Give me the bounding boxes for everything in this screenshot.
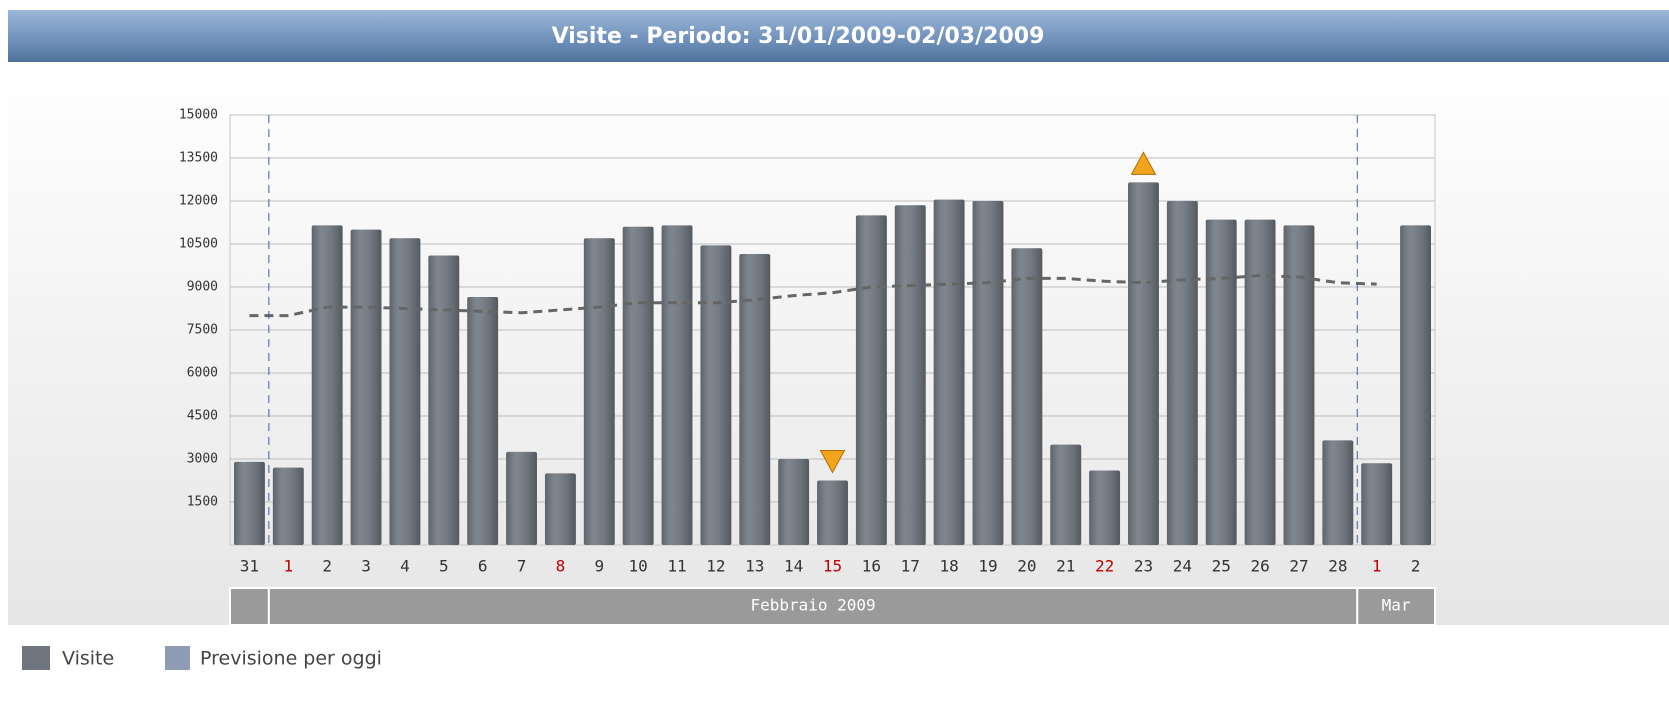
legend-label: Visite: [62, 648, 114, 670]
bar-shade: [700, 245, 732, 545]
x-tick-label: 10: [629, 557, 648, 576]
y-tick-label: 13500: [179, 151, 218, 166]
bar-shade: [272, 467, 304, 545]
chart-title: Visite - Periodo: 31/01/2009-02/03/2009: [552, 24, 1045, 49]
month-band: [1356, 587, 1436, 626]
x-tick-label: 24: [1173, 557, 1192, 576]
bar-shade: [544, 473, 576, 545]
x-tick-label: 20: [1017, 557, 1036, 576]
x-tick-label: 25: [1212, 557, 1231, 576]
bar-shade: [817, 480, 848, 545]
bar-shade: [855, 215, 887, 546]
y-tick-label: 10500: [179, 237, 218, 252]
legend-swatch: [165, 646, 190, 670]
bar-shade: [1400, 225, 1431, 545]
month-band: [267, 587, 1359, 626]
x-tick-label: 11: [667, 557, 686, 576]
bar-shade: [972, 201, 1004, 545]
bar-shade: [506, 451, 537, 545]
bar-shade: [1322, 440, 1354, 545]
bar-shade: [1128, 182, 1159, 545]
month-band: [229, 587, 270, 626]
bar-shade: [778, 459, 810, 545]
y-tick-label: 4500: [187, 409, 218, 424]
y-tick-label: 1500: [187, 495, 218, 510]
x-tick-label: 8: [556, 557, 566, 576]
bar-shade: [311, 225, 343, 545]
x-tick-label: 2: [322, 557, 332, 576]
month-label: Mar: [1382, 596, 1411, 615]
x-tick-label: 1: [283, 557, 293, 576]
max-marker: [1130, 151, 1157, 175]
bar-shade: [1050, 444, 1082, 545]
y-tick-label: 15000: [179, 108, 218, 123]
bar-shade: [389, 238, 421, 545]
legend-label: Previsione per oggi: [200, 648, 382, 670]
x-tick-label: 14: [784, 557, 803, 576]
x-tick-label: 1: [1372, 557, 1382, 576]
bar-shade: [350, 229, 382, 545]
x-tick-label: 15: [823, 557, 842, 576]
bar-shade: [894, 205, 926, 546]
x-tick-label: 27: [1289, 557, 1308, 576]
bar-shade: [1089, 470, 1121, 545]
x-tick-label: 23: [1134, 557, 1153, 576]
bar-shade: [1166, 201, 1198, 545]
x-tick-label: 7: [517, 557, 527, 576]
x-tick-label: 26: [1250, 557, 1269, 576]
x-tick-label: 13: [745, 557, 764, 576]
x-tick-label: 6: [478, 557, 488, 576]
x-tick-label: 31: [240, 557, 259, 576]
x-tick-label: 28: [1328, 557, 1347, 576]
bar-shade: [583, 238, 615, 545]
month-label: Febbraio 2009: [750, 596, 875, 615]
x-tick-label: 21: [1056, 557, 1075, 576]
header-bar: [8, 10, 1669, 62]
bar-shade: [1011, 248, 1043, 546]
min-marker: [819, 450, 846, 474]
x-tick-label: 18: [939, 557, 958, 576]
legend-swatch: [22, 646, 50, 670]
y-tick-label: 7500: [187, 323, 218, 338]
bar-shade: [1361, 463, 1393, 545]
bar-shade: [1205, 219, 1237, 545]
x-tick-label: 12: [706, 557, 725, 576]
bar-shade: [933, 199, 965, 546]
x-tick-label: 2: [1411, 557, 1421, 576]
trend-line: [249, 274, 1377, 318]
x-tick-label: 4: [400, 557, 410, 576]
bar-shade: [234, 461, 265, 545]
bar-shade: [1283, 225, 1315, 545]
y-tick-label: 12000: [179, 194, 218, 209]
bar-shade: [428, 255, 460, 545]
x-tick-label: 22: [1095, 557, 1114, 576]
bar-shade: [661, 225, 693, 545]
y-tick-label: 3000: [187, 452, 218, 467]
x-tick-label: 5: [439, 557, 449, 576]
y-tick-label: 9000: [187, 280, 218, 295]
x-tick-label: 17: [901, 557, 920, 576]
x-tick-label: 3: [361, 557, 371, 576]
bar-shade: [622, 226, 654, 546]
y-tick-label: 6000: [187, 366, 218, 381]
bar-shade: [467, 297, 499, 545]
bar-shade: [1244, 219, 1276, 545]
x-tick-label: 9: [594, 557, 604, 576]
x-tick-label: 19: [978, 557, 997, 576]
x-tick-label: 16: [862, 557, 881, 576]
bar-shade: [739, 254, 771, 546]
